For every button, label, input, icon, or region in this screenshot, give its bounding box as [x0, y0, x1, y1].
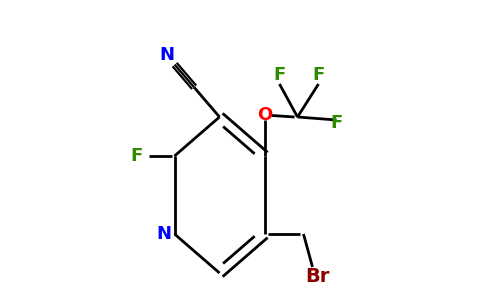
Text: Br: Br [305, 266, 329, 286]
Text: F: F [131, 147, 143, 165]
Text: O: O [257, 106, 272, 124]
Text: N: N [159, 46, 174, 64]
Text: N: N [156, 225, 171, 243]
Text: F: F [331, 114, 343, 132]
Text: F: F [312, 66, 325, 84]
Text: F: F [273, 66, 286, 84]
